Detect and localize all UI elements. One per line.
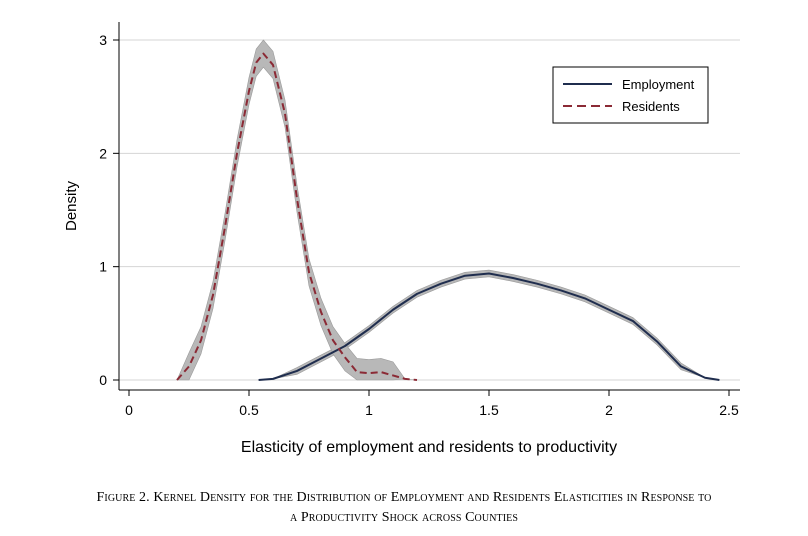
legend-label-residents: Residents xyxy=(622,99,680,114)
y-tick-label-2: 2 xyxy=(99,145,107,161)
grid-lines xyxy=(119,39,740,381)
y-axis-label: Density xyxy=(63,180,80,231)
line-residents xyxy=(176,52,418,381)
y-axis-ticks: 0 1 2 3 xyxy=(99,32,119,388)
y-tick-label-0: 0 xyxy=(99,372,107,388)
legend: Employment Residents xyxy=(552,66,709,124)
figure-caption: Figure 2. Kernel Density for the Distrib… xyxy=(0,488,808,528)
band-residents xyxy=(176,39,418,381)
x-axis-ticks: 0 0.5 1 1.5 2 2.5 xyxy=(125,390,739,418)
legend-label-employment: Employment xyxy=(622,77,695,92)
y-tick-label-1: 1 xyxy=(99,259,107,275)
x-tick-label-1.5: 1.5 xyxy=(479,402,499,418)
x-tick-label-1: 1 xyxy=(365,402,373,418)
x-tick-label-0: 0 xyxy=(125,402,133,418)
x-tick-label-0.5: 0.5 xyxy=(239,402,259,418)
kernel-density-chart: 0 1 2 3 0 0.5 1 1.5 2 2.5 Density Elasticity of … xyxy=(63,22,740,456)
x-axis-label: Elasticity of employment and residents t… xyxy=(241,439,617,456)
caption-line-1: Figure 2. Kernel Density for the Distrib… xyxy=(96,490,712,505)
x-tick-label-2: 2 xyxy=(605,402,613,418)
y-tick-label-3: 3 xyxy=(99,32,107,48)
line-employment xyxy=(258,272,720,381)
caption-line-2: a Productivity Shock across Counties xyxy=(289,510,519,525)
legend-box xyxy=(552,66,709,124)
x-tick-label-2.5: 2.5 xyxy=(719,402,739,418)
series-lines xyxy=(176,52,720,381)
